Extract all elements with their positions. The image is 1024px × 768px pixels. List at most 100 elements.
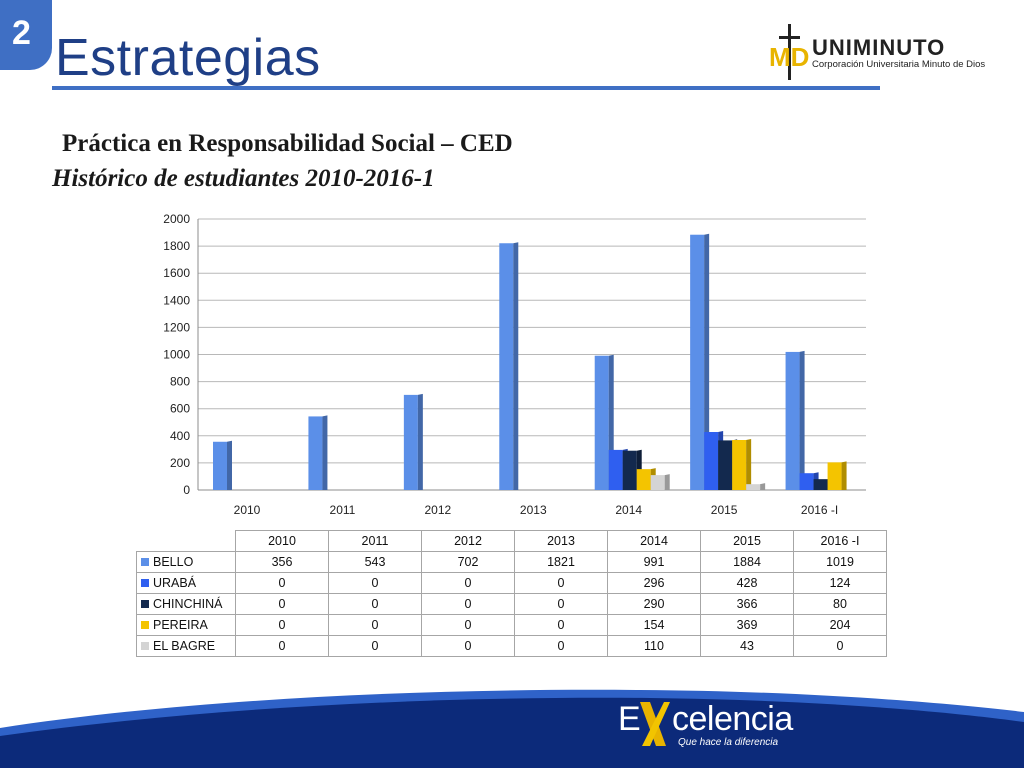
logo-wordmark: UNIMINUTO [812, 35, 946, 60]
table-cell: 154 [607, 614, 701, 636]
series-name-cell: BELLO [136, 551, 236, 573]
y-tick-label: 600 [170, 402, 190, 416]
y-tick-label: 1600 [163, 266, 190, 280]
bar-side-shading [760, 483, 766, 490]
table-cell: 124 [793, 572, 887, 594]
y-tick-label: 2000 [163, 212, 190, 226]
table-cell: 428 [700, 572, 794, 594]
legend-swatch [141, 579, 149, 587]
x-tick-label: 2013 [520, 503, 547, 517]
bar-chart: 0 200 400 600 800 1000 1200 1400 1600 1800 2000 201… [163, 212, 866, 517]
bar-side-shading [704, 233, 710, 490]
y-tick-label: 1000 [163, 348, 190, 362]
table-cell: 204 [793, 614, 887, 636]
table-cell: 290 [607, 593, 701, 615]
table-cell: 1884 [700, 551, 794, 573]
bar-urabá [704, 432, 719, 490]
series-name: CHINCHINÁ [153, 597, 223, 611]
x-tick-label: 2011 [330, 503, 356, 517]
table-cell: 991 [607, 551, 701, 573]
table-cell: 296 [607, 572, 701, 594]
series-name-cell: CHINCHINÁ [136, 593, 236, 615]
x-tick-label: 2012 [425, 503, 452, 517]
bar-pereira [732, 440, 747, 490]
series-name: PEREIRA [153, 618, 208, 632]
logo-subtitle: Corporación Universitaria Minuto de Dios [812, 59, 986, 70]
series-name-cell: PEREIRA [136, 614, 236, 636]
table-cell: 0 [328, 635, 422, 657]
logo-tagline: Que hace la diferencia [678, 737, 779, 748]
table-cell: 0 [235, 635, 329, 657]
bar-urabá [608, 449, 623, 490]
table-col-header: 2013 [514, 530, 608, 552]
bar-side-shading [799, 350, 805, 490]
data-table: 2010 2011 2012 2013 2014 2015 2016 -I BELLO 356… [136, 530, 887, 657]
table-cell: 43 [700, 635, 794, 657]
table-corner [136, 530, 236, 552]
legend-swatch [141, 621, 149, 629]
series-name: BELLO [153, 555, 194, 569]
bar-bello [213, 441, 227, 490]
bar-bello [403, 394, 418, 490]
bar-side-shading [513, 242, 519, 490]
bar-chinchiná [813, 479, 828, 490]
table-cell: 0 [328, 572, 422, 594]
table-cell: 0 [421, 572, 515, 594]
x-tick-label: 2010 [234, 503, 261, 517]
legend-swatch [141, 600, 149, 608]
md-cross-logo-icon: MD [769, 24, 809, 80]
bar-side-shading [746, 439, 752, 490]
table-col-header: 2010 [235, 530, 329, 552]
series-name: URABÁ [153, 576, 197, 590]
bar-el-bagre [650, 475, 665, 490]
table-col-header: 2016 -I [793, 530, 887, 552]
y-tick-label: 0 [183, 483, 190, 497]
slide-number: 2 [12, 14, 31, 52]
y-tick-label: 200 [170, 456, 190, 470]
table-cell: 0 [421, 635, 515, 657]
table-cell: 369 [700, 614, 794, 636]
table-cell: 80 [793, 593, 887, 615]
x-tick-label: 2014 [615, 503, 642, 517]
table-cell: 0 [421, 614, 515, 636]
bar-bello [499, 243, 514, 490]
bar-side-shading [322, 415, 328, 490]
bar-chinchiná [718, 440, 733, 490]
table-col-header: 2011 [328, 530, 422, 552]
y-tick-label: 1400 [163, 293, 190, 307]
table-col-header: 2015 [700, 530, 794, 552]
table-cell: 1019 [793, 551, 887, 573]
series-name-cell: URABÁ [136, 572, 236, 594]
table-cell: 0 [328, 614, 422, 636]
table-row: EL BAGRE 0 0 0 0 110 43 0 [136, 635, 887, 657]
table-row: URABÁ 0 0 0 0 296 428 124 [136, 572, 887, 594]
bar-el-bagre [746, 484, 761, 490]
x-tick-label: 2016 -I [801, 503, 838, 517]
table-cell: 356 [235, 551, 329, 573]
bar-side-shading [417, 393, 423, 490]
table-cell: 0 [514, 635, 608, 657]
bar-bello [785, 351, 800, 490]
bar-pereira [827, 462, 842, 490]
y-tick-label: 400 [170, 429, 190, 443]
table-cell: 0 [235, 614, 329, 636]
y-tick-label: 800 [170, 375, 190, 389]
table-cell: 0 [328, 593, 422, 615]
page-title: Estrategias [55, 29, 321, 87]
table-col-header: 2014 [607, 530, 701, 552]
table-cell: 0 [514, 572, 608, 594]
table-cell: 366 [700, 593, 794, 615]
bar-urabá [799, 473, 814, 490]
series-name-cell: EL BAGRE [136, 635, 236, 657]
table-cell: 110 [607, 635, 701, 657]
logo-letter-e: E [618, 700, 641, 738]
table-cell: 543 [328, 551, 422, 573]
bar-bello [594, 355, 609, 490]
gold-x-logo-icon [640, 702, 670, 746]
x-tick-label: 2015 [711, 503, 738, 517]
table-cell: 0 [235, 593, 329, 615]
table-row: CHINCHINÁ 0 0 0 0 290 366 80 [136, 593, 887, 615]
excelencia-logo: E celencia Que hace la diferencia [618, 698, 793, 758]
legend-swatch [141, 642, 149, 650]
table-cell: 0 [793, 635, 887, 657]
